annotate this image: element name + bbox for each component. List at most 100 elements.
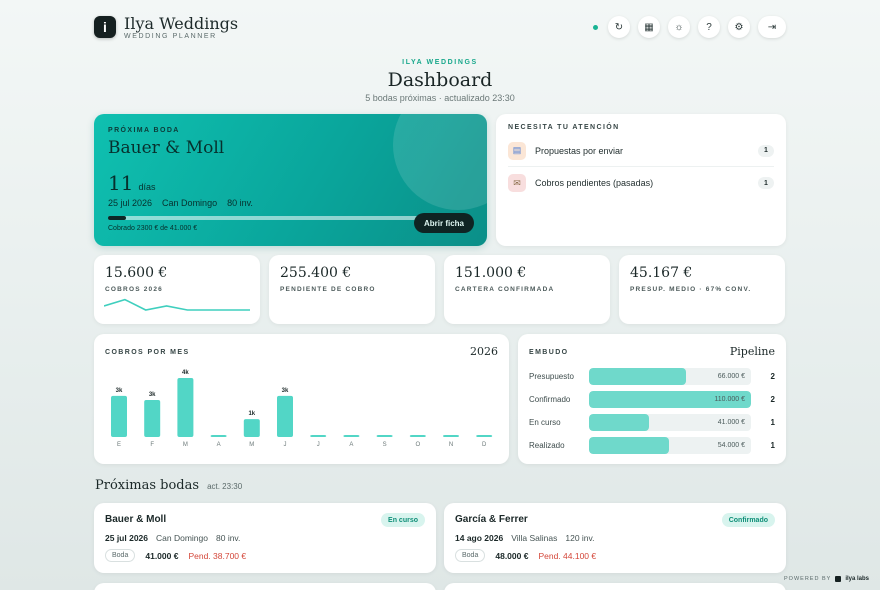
online-status-dot — [593, 24, 598, 30]
wedding-pending: Pend. 44.100 € — [538, 550, 597, 561]
wedding-couple: García & Ferrer — [455, 514, 528, 525]
monthly-bar[interactable] — [210, 435, 227, 437]
upcoming-title: Próximas bodas — [95, 478, 200, 493]
month-tick-label: N — [449, 442, 453, 448]
monthly-year: 2026 — [470, 345, 498, 358]
kpi-cobros: 15.600 € COBROS 2026 — [94, 255, 260, 324]
wedding-guests: 80 inv. — [216, 533, 241, 543]
money-icon: ✉ — [508, 174, 526, 192]
funnel-amount: 54.000 € — [717, 442, 745, 449]
attention-item-label: Cobros pendientes (pasadas) — [535, 178, 654, 188]
brand-logo: i — [94, 16, 116, 38]
refresh-icon: ↻ — [614, 21, 624, 33]
wedding-meta: 25 jul 2026 Can Domingo 80 inv. — [105, 533, 425, 543]
toolbar: ↻ ▦ ☼ ? ⚙ ⇥ — [593, 16, 786, 38]
kpi-cartera: 151.000 € CARTERA CONFIRMADA — [444, 255, 610, 324]
attention-item-count: 1 — [758, 177, 774, 189]
monthly-bar[interactable] — [343, 435, 360, 437]
funnel-row-en-curso[interactable]: En curso 41.000 € 1 — [529, 414, 775, 431]
kpi-value: 15.600 € — [105, 265, 168, 281]
help-button[interactable]: ? — [698, 16, 720, 38]
kpi-label: COBROS 2026 — [105, 286, 163, 293]
event-type-tag: Boda — [455, 549, 486, 562]
grid-icon: ▦ — [644, 21, 654, 33]
month-tick-label: S — [383, 442, 387, 448]
funnel-count: 2 — [770, 395, 775, 404]
help-icon: ? — [706, 21, 712, 33]
funnel-row-confirmado[interactable]: Confirmado 110.000 € 2 — [529, 391, 775, 408]
monthly-bar[interactable] — [177, 378, 194, 437]
funnel-right-title: Pipeline — [729, 345, 775, 358]
wedding-pending: Pend. 38.700 € — [188, 550, 247, 561]
apps-button[interactable]: ▦ — [638, 16, 660, 38]
monthly-bar[interactable] — [476, 435, 493, 437]
month-tick-label: D — [482, 442, 487, 448]
theme-button[interactable]: ☼ — [668, 16, 690, 38]
monthly-bar[interactable] — [310, 435, 327, 437]
month-tick-label: A — [349, 442, 353, 448]
wedding-venue: Can Domingo — [156, 533, 208, 543]
upcoming-header: Próximas bodas act. 23:30 — [95, 478, 242, 493]
upcoming-updated: act. 23:30 — [207, 482, 243, 491]
funnel-row-presupuesto[interactable]: Presupuesto 66.000 € 2 — [529, 368, 775, 385]
funnel-track: 66.000 € — [589, 368, 751, 385]
monthly-bar[interactable] — [277, 395, 293, 437]
payment-progress-text: Cobrado 2300 € de 41.000 € — [108, 225, 198, 232]
wedding-card[interactable]: Bauer & Moll En curso 25 jul 2026 Can Do… — [94, 503, 436, 573]
settings-button[interactable]: ⚙ — [728, 16, 750, 38]
attention-item-payments[interactable]: ✉ Cobros pendientes (pasadas) 1 — [508, 167, 774, 199]
month-tick-label: E — [117, 442, 121, 448]
logout-icon: ⇥ — [767, 21, 777, 33]
company-name: ilya labs — [845, 576, 869, 582]
days-countdown: 11 días — [108, 171, 155, 195]
monthly-bar[interactable] — [144, 399, 161, 437]
funnel-track: 110.000 € — [589, 391, 751, 408]
wedding-guests: 80 inv. — [227, 198, 253, 208]
monthly-bar[interactable] — [443, 435, 459, 437]
funnel-amount: 66.000 € — [717, 373, 745, 380]
next-wedding-card[interactable]: PRÓXIMA BODA Bauer & Moll 11 días 25 jul… — [94, 114, 487, 246]
status-badge: Confirmado — [721, 513, 775, 527]
attention-item-proposals[interactable]: ▤ Propuestas por enviar 1 — [508, 135, 774, 167]
page-title: Dashboard — [387, 69, 493, 91]
kpi-presupuesto-medio: 45.167 € PRESUP. MEDIO · 67% CONV. — [619, 255, 785, 324]
wedding-couple: Bauer & Moll — [105, 514, 167, 525]
monthly-bar-label: 3k — [116, 388, 123, 394]
monthly-title: COBROS POR MES — [105, 349, 190, 356]
monthly-bar-label: 3k — [282, 388, 289, 394]
funnel-amount: 110.000 € — [714, 396, 745, 403]
powered-by[interactable]: POWERED BY ilya labs — [784, 576, 869, 582]
wedding-date: 14 ago 2026 — [455, 533, 504, 543]
page-eyebrow: ILYA WEDDINGS — [402, 59, 478, 66]
wedding-footer: Boda 41.000 € Pend. 38.700 € — [105, 549, 425, 562]
monthly-collections-card: COBROS POR MES 2026 3k E 3k F 4k M A 1k M 3k J J A S O… — [94, 334, 509, 464]
kpi-pendiente: 255.400 € PENDIENTE DE COBRO — [269, 255, 435, 324]
logout-button[interactable]: ⇥ — [758, 16, 786, 38]
attention-title: NECESITA TU ATENCIÓN — [508, 124, 620, 131]
days-unit: días — [138, 182, 156, 192]
wedding-card-partial[interactable] — [444, 583, 786, 590]
monthly-bar[interactable] — [111, 395, 127, 437]
funnel-track: 54.000 € — [589, 437, 751, 454]
brand[interactable]: i Ilya Weddings WEDDING PLANNER — [94, 15, 238, 40]
funnel-row-realizado[interactable]: Realizado 54.000 € 1 — [529, 437, 775, 454]
wedding-card[interactable]: García & Ferrer Confirmado 14 ago 2026 V… — [444, 503, 786, 573]
kpi-value: 151.000 € — [455, 265, 527, 281]
refresh-button[interactable]: ↻ — [608, 16, 630, 38]
funnel-fill — [589, 368, 687, 385]
month-tick-label: J — [317, 442, 320, 448]
funnel-stage-label: Presupuesto — [529, 372, 574, 381]
monthly-bar[interactable] — [409, 435, 426, 437]
month-tick-label: M — [249, 442, 254, 448]
page-subtitle: 5 bodas próximas · actualizado 23:30 — [365, 93, 515, 103]
sun-icon: ☼ — [674, 21, 684, 33]
monthly-bar[interactable] — [376, 435, 393, 437]
wedding-total: 48.000 € — [495, 550, 529, 561]
settings-icon: ⚙ — [734, 21, 744, 33]
payment-progress-bar — [108, 216, 428, 220]
open-file-button[interactable]: Abrir ficha — [413, 213, 474, 233]
monthly-bar[interactable] — [243, 419, 260, 437]
wedding-card-partial[interactable] — [94, 583, 436, 590]
kpi-value: 255.400 € — [280, 265, 352, 281]
month-tick-label: M — [183, 442, 188, 448]
